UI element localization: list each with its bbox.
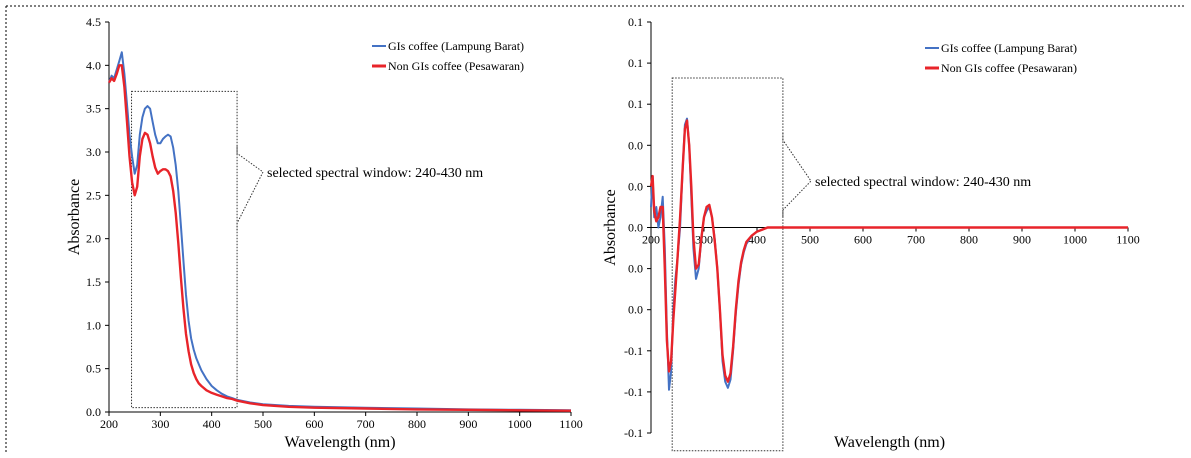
x-tick-label: 900 (1013, 233, 1031, 247)
y-tick-label: 0.0 (628, 179, 643, 193)
x-tick-label: 500 (254, 417, 272, 431)
y-tick-label: 0.0 (86, 405, 101, 419)
right-y-axis-label: Absorbance (602, 189, 619, 265)
left-series (107, 51, 572, 412)
series-line-2 (107, 64, 572, 412)
y-tick-label: 3.0 (86, 145, 101, 159)
spectral-window-box (671, 77, 784, 452)
legend-label-2: Non GIs coffee (Pesawaran) (388, 59, 524, 73)
x-tick-label: 800 (408, 417, 426, 431)
spectral-window-box (131, 90, 238, 409)
right-annotation: selected spectral window: 240-430 nm (815, 175, 1031, 190)
right-spectral-window (671, 77, 812, 452)
left-axes (108, 22, 571, 413)
y-tick-label: 3.5 (86, 102, 101, 116)
x-tick-label: 200 (642, 233, 660, 247)
legend-label-2: Non GIs coffee (Pesawaran) (941, 61, 1077, 75)
y-tick-label: 2.5 (86, 188, 101, 202)
y-tick-label: 4.5 (86, 15, 101, 29)
x-tick-label: 900 (459, 417, 477, 431)
right-series (649, 117, 1128, 391)
x-tick-label: 600 (854, 233, 872, 247)
y-tick-label: -0.1 (624, 344, 643, 358)
y-tick-label: -0.1 (624, 385, 643, 399)
y-tick-label: 0.1 (628, 56, 643, 70)
left-y-axis-label: Absorbance (66, 179, 83, 255)
left-y-ticks: 0.0 0.5 1.0 1.5 2.0 2.5 3.0 3.5 4.0 4.5 (86, 15, 109, 419)
x-tick-label: 400 (203, 417, 221, 431)
legend-label-1: GIs coffee (Lampung Barat) (941, 41, 1077, 55)
x-tick-label: 400 (748, 233, 766, 247)
left-spectral-window (131, 90, 264, 409)
right-y-ticks: 0.1 0.1 0.1 0.0 0.0 0.0 0.0 0.0 -0.1 -0.1 -0.1 (624, 15, 651, 440)
spectral-window-callout (236, 146, 264, 232)
series-line-2 (649, 119, 1128, 383)
y-tick-label: 0.0 (628, 138, 643, 152)
y-tick-label: -0.1 (624, 426, 643, 440)
right-x-axis-label: Wavelength (nm) (834, 434, 945, 451)
x-tick-label: 800 (960, 233, 978, 247)
x-tick-label: 700 (357, 417, 375, 431)
legend-label-1: GIs coffee (Lampung Barat) (388, 39, 524, 53)
chart-left: 200 300 400 500 600 700 800 900 1000 1100 0.0 0.5 1… (66, 15, 583, 451)
x-tick-label: 600 (305, 417, 323, 431)
right-legend: GIs coffee (Lampung Barat) Non GIs coffee… (925, 41, 1077, 75)
left-x-axis-label: Wavelength (nm) (284, 434, 395, 451)
y-tick-label: 0.5 (86, 362, 101, 376)
x-tick-label: 300 (695, 233, 713, 247)
y-tick-label: 0.0 (628, 262, 643, 276)
right-x-ticks: 200 300 400 500 600 700 800 900 1000 1100 (642, 227, 1140, 247)
figure-frame (5, 5, 1186, 453)
x-tick-label: 700 (907, 233, 925, 247)
y-tick-label: 4.0 (86, 58, 101, 72)
x-tick-label: 200 (100, 417, 118, 431)
spectral-window-callout (782, 133, 812, 219)
left-annotation: selected spectral window: 240-430 nm (267, 166, 483, 181)
x-tick-label: 1100 (559, 417, 583, 431)
y-tick-label: 1.0 (86, 318, 101, 332)
y-tick-label: 0.1 (628, 97, 643, 111)
y-tick-label: 1.5 (86, 275, 101, 289)
x-tick-label: 1100 (1116, 233, 1140, 247)
x-tick-label: 300 (151, 417, 169, 431)
left-x-ticks: 200 300 400 500 600 700 800 900 1000 1100 (100, 412, 583, 431)
y-tick-label: 0.0 (628, 221, 643, 235)
chart-right: 200 300 400 500 600 700 800 900 1000 1100 0.10.10… (602, 15, 1140, 452)
y-tick-label: 0.1 (628, 15, 643, 29)
y-tick-label: 2.0 (86, 232, 101, 246)
left-legend: GIs coffee (Lampung Barat) Non GIs coffee… (372, 39, 524, 73)
x-tick-label: 1000 (1063, 233, 1087, 247)
x-tick-label: 1000 (508, 417, 532, 431)
x-tick-label: 500 (801, 233, 819, 247)
y-tick-label: 0.0 (628, 303, 643, 317)
